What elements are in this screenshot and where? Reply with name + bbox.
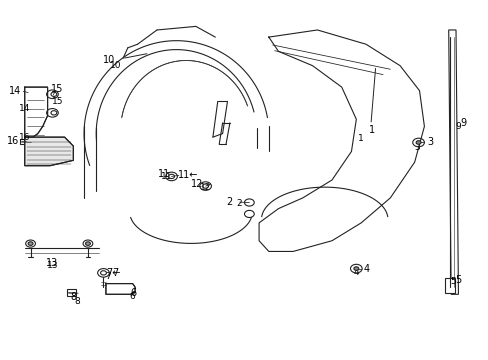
Text: 4: 4 xyxy=(353,268,358,277)
Text: 2: 2 xyxy=(226,197,232,207)
Text: 1: 1 xyxy=(358,134,364,143)
Text: 15: 15 xyxy=(51,84,63,94)
Text: 13: 13 xyxy=(46,258,59,268)
Circle shape xyxy=(353,267,358,270)
Circle shape xyxy=(85,242,90,246)
Text: 14: 14 xyxy=(9,86,21,96)
Text: 5: 5 xyxy=(450,277,455,286)
Text: 16: 16 xyxy=(7,136,19,146)
Polygon shape xyxy=(448,30,458,294)
Text: 2: 2 xyxy=(236,199,242,208)
Bar xyxy=(20,139,32,144)
Text: 8: 8 xyxy=(74,297,80,306)
Text: 9: 9 xyxy=(455,122,460,131)
Text: 7: 7 xyxy=(105,272,111,281)
Text: 7←: 7← xyxy=(106,268,120,278)
Text: 14: 14 xyxy=(19,104,30,113)
Text: 7: 7 xyxy=(112,268,118,278)
Text: 8: 8 xyxy=(70,292,77,302)
Text: 13: 13 xyxy=(46,261,58,270)
Text: 6: 6 xyxy=(130,288,137,298)
Text: 3: 3 xyxy=(426,138,432,148)
Text: 10: 10 xyxy=(103,55,116,64)
Text: 1: 1 xyxy=(368,125,374,135)
Text: 15: 15 xyxy=(51,97,63,106)
Text: 12: 12 xyxy=(200,183,211,192)
Bar xyxy=(444,278,454,293)
Bar xyxy=(67,289,76,296)
Text: 16: 16 xyxy=(19,132,30,141)
Text: 4: 4 xyxy=(363,264,369,274)
Circle shape xyxy=(28,242,33,246)
Text: 10: 10 xyxy=(110,61,121,70)
Polygon shape xyxy=(25,87,47,137)
Circle shape xyxy=(415,141,420,144)
Text: 5: 5 xyxy=(454,275,461,285)
Text: 11←: 11← xyxy=(178,170,198,180)
Text: 12: 12 xyxy=(190,179,203,189)
Text: 11: 11 xyxy=(158,168,170,179)
Polygon shape xyxy=(106,284,135,294)
Text: 3: 3 xyxy=(413,143,419,152)
Text: 6: 6 xyxy=(129,292,135,301)
Text: 9: 9 xyxy=(459,118,466,128)
Text: 11: 11 xyxy=(161,172,172,181)
Polygon shape xyxy=(25,137,73,166)
